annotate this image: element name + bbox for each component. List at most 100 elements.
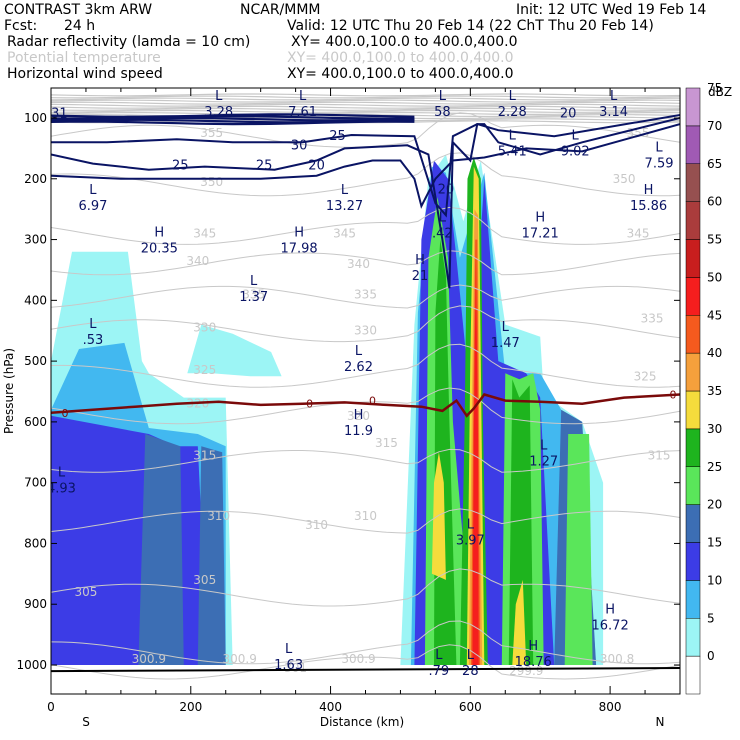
colorbar-swatch-60 — [685, 201, 701, 240]
theta-contour-350 — [51, 152, 680, 197]
theta-upper-contour-6 — [51, 105, 680, 109]
y-tick-label-900: 900 — [24, 597, 47, 611]
extremum-type-16: L — [250, 274, 258, 289]
extremum-value-12: 17.21 — [522, 226, 559, 241]
extremum-type-12: H — [535, 210, 545, 225]
theta-label-13: 315 — [648, 448, 671, 462]
extremum-20: H11.9 — [344, 408, 373, 439]
theta-contour-320 — [51, 387, 680, 425]
colorbar-label-25: 25 — [707, 460, 722, 474]
reflectivity-region-7 — [138, 434, 184, 665]
extremum-type-14: H — [294, 226, 304, 241]
extremum-21: L1.27 — [529, 438, 558, 469]
colorbar-unit: dBZ — [708, 85, 732, 99]
extremum-type-6: L — [572, 128, 580, 143]
theta-contour-295 — [51, 644, 680, 680]
field-name-reflectivity: Radar reflectivity (lamda = 10 cm) — [7, 34, 251, 50]
extremum-type-19: L — [355, 344, 363, 359]
zero-line-label-3: 0 — [670, 389, 677, 402]
theta-upper-contour-4 — [51, 101, 680, 105]
extremum-26: L.79 — [429, 648, 450, 679]
extremum-10: H15.86 — [630, 183, 667, 214]
extremum-14: H17.98 — [280, 226, 317, 257]
extremum-type-24: H — [605, 602, 615, 617]
wind-label-6: 20 — [560, 107, 577, 122]
model-title: CONTRAST 3km ARW — [4, 2, 153, 18]
extremum-type-27: L — [467, 648, 475, 663]
extremum-15: H21 — [412, 253, 429, 284]
theta-label-28: 350 — [200, 175, 223, 189]
reflectivity-region-8 — [197, 446, 226, 665]
x-axis-north-label: N — [656, 715, 665, 729]
extremum-type-28: H — [528, 639, 538, 654]
theta-label-6: 305 — [74, 585, 97, 599]
colorbar-swatch-40 — [685, 352, 701, 392]
theta-label-7: 305 — [193, 573, 216, 587]
theta-contour-310 — [51, 508, 680, 534]
reflectivity-region-1 — [187, 324, 282, 377]
zero-line-label-2: 0 — [369, 395, 376, 408]
y-axis-title: Pressure (hPa) — [2, 348, 16, 434]
extremum-value-4: 3.14 — [599, 105, 628, 120]
wind-label-5: 20 — [438, 183, 455, 198]
theta-label-25: 345 — [193, 226, 216, 240]
y-tick-label-200: 200 — [24, 172, 47, 186]
extremum-0: L3.28 — [204, 89, 233, 120]
colorbar-label-5: 5 — [707, 611, 715, 625]
wind-core-contour-0 — [51, 113, 415, 118]
theta-label-9: 310 — [305, 518, 328, 532]
extremum-8: L6.97 — [78, 183, 107, 214]
colorbar-label-30: 30 — [707, 422, 722, 436]
colorbar-label-0: 0 — [707, 649, 715, 663]
extremum-17: L.53 — [83, 317, 104, 348]
x-tick-label-400: 400 — [319, 700, 342, 714]
extremum-4: L3.14 — [599, 89, 628, 120]
x-axis-south-label: S — [82, 715, 90, 729]
theta-label-12: 315 — [375, 436, 398, 450]
theta-label-2: 300.9 — [341, 652, 375, 666]
wind-label-0: 25 — [172, 158, 189, 173]
theta-label-8: 310 — [207, 509, 230, 523]
extremum-value-10: 15.86 — [630, 199, 667, 214]
forecast-label: Fcst: — [4, 18, 38, 34]
field-xy-theta: XY= 400.0,100.0 to 400.0,400.0 — [287, 50, 514, 66]
theta-label-4: 301 — [284, 661, 307, 675]
theta-upper-contour-5 — [51, 103, 680, 107]
wind-label-4: 20 — [308, 158, 325, 173]
extremum-1: L7.61 — [288, 89, 317, 120]
extremum-value-7: 7.59 — [645, 157, 674, 172]
colorbar-swatch-45 — [685, 315, 701, 354]
colorbar-label-50: 50 — [707, 270, 722, 284]
init-time: Init: 12 UTC Wed 19 Feb 14 — [516, 2, 707, 18]
extremum-type-9: L — [341, 183, 349, 198]
surface-line — [51, 667, 680, 673]
extremum-value-9: 13.27 — [326, 199, 363, 214]
extremum-3: L2.28 — [498, 89, 527, 120]
extremum-27: L28 — [462, 648, 479, 679]
theta-label-10: 310 — [354, 509, 377, 523]
extremum-value-28: 18.76 — [515, 655, 552, 670]
theta-label-27: 345 — [627, 226, 650, 240]
field-name-wind: Horizontal wind speed — [7, 66, 163, 82]
extremum-value-0: 3.28 — [204, 105, 233, 120]
theta-label-3: 300.8 — [600, 652, 634, 666]
colorbar-swatch-65 — [685, 163, 701, 202]
extremum-18: L1.47 — [491, 320, 520, 351]
extremum-value-2: 58 — [434, 105, 451, 120]
extremum-type-20: H — [354, 408, 364, 423]
extremum-type-25: L — [285, 642, 293, 657]
colorbar-swatch-5 — [685, 618, 701, 657]
theta-label-20: 335 — [242, 287, 265, 301]
colorbar-swatch-75 — [685, 87, 701, 127]
extremum-type-15: H — [415, 253, 425, 268]
extremum-value-24: 16.72 — [592, 618, 629, 633]
extremum-value-26: .79 — [429, 664, 450, 679]
colorbar-swatch-10 — [685, 580, 701, 619]
zero-line-label-1: 0 — [306, 398, 313, 411]
theta-contour-300 — [51, 620, 680, 665]
extremum-value-17: .53 — [83, 333, 104, 348]
y-tick-label-500: 500 — [24, 354, 47, 368]
theta-contour-345 — [51, 206, 680, 245]
extremum-5: L5.41 — [498, 128, 527, 159]
